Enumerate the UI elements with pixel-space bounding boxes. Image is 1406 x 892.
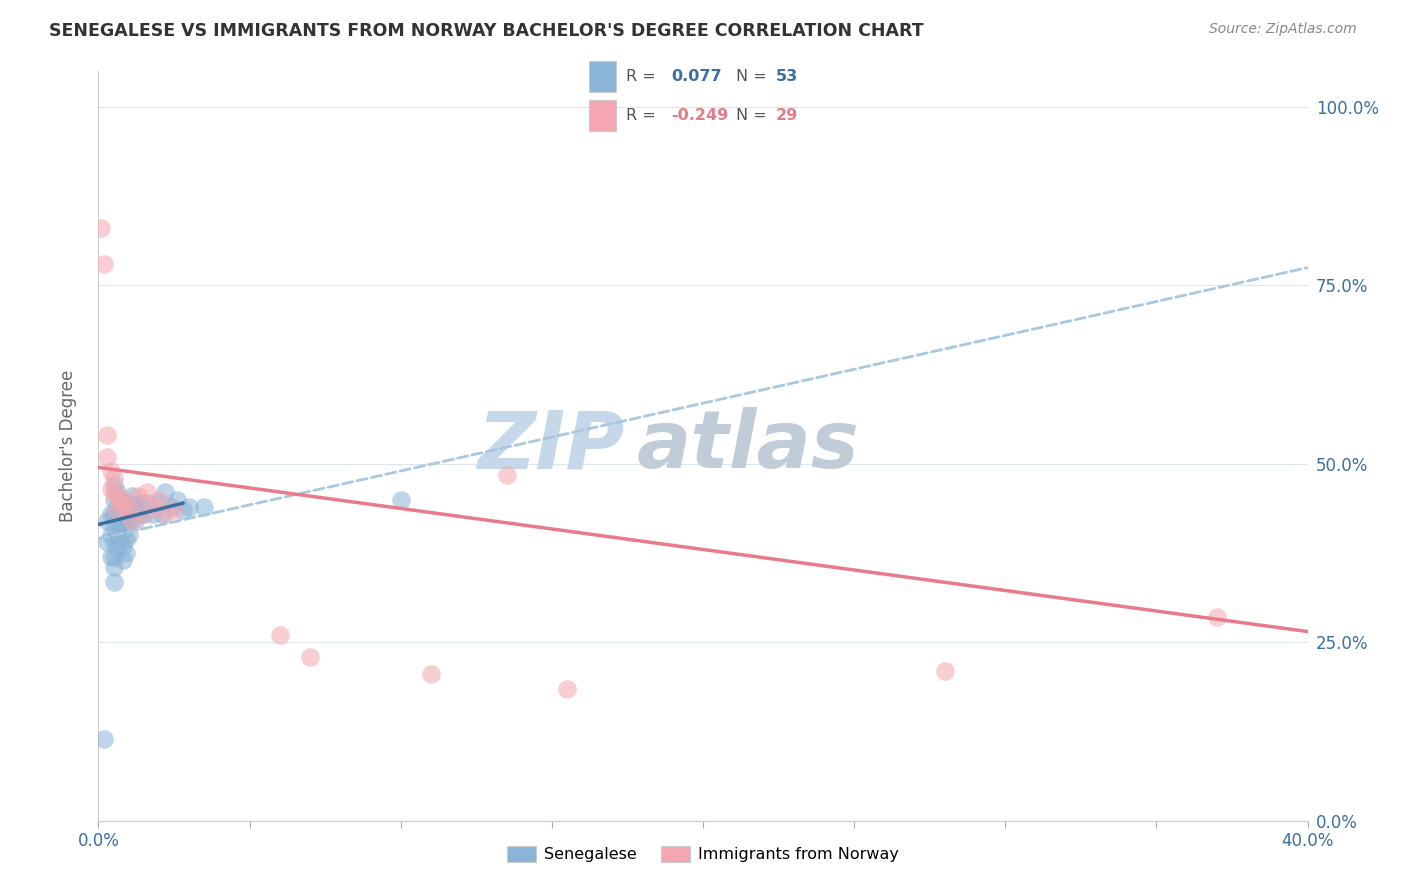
Point bbox=[142, 507, 165, 521]
Point bbox=[127, 489, 149, 503]
Point bbox=[103, 492, 125, 507]
Point bbox=[153, 507, 176, 521]
Point bbox=[96, 450, 118, 464]
Point bbox=[111, 492, 134, 507]
Point bbox=[111, 539, 134, 553]
Point bbox=[114, 503, 136, 517]
Text: ZIP: ZIP bbox=[477, 407, 624, 485]
Point bbox=[121, 489, 143, 503]
Point bbox=[163, 503, 186, 517]
Point bbox=[124, 500, 146, 514]
Text: N =: N = bbox=[735, 69, 772, 84]
Text: 0.077: 0.077 bbox=[671, 69, 721, 84]
Point bbox=[111, 524, 134, 539]
Point bbox=[108, 492, 131, 507]
Point bbox=[111, 500, 134, 514]
Point bbox=[160, 500, 183, 514]
Point bbox=[103, 549, 125, 564]
Point bbox=[100, 507, 122, 521]
Point bbox=[135, 485, 157, 500]
Point bbox=[118, 500, 141, 514]
Y-axis label: Bachelor's Degree: Bachelor's Degree bbox=[59, 370, 77, 522]
Point bbox=[114, 532, 136, 546]
Point bbox=[114, 546, 136, 560]
Point bbox=[179, 500, 201, 514]
Point bbox=[105, 528, 128, 542]
Point bbox=[142, 500, 165, 514]
Point bbox=[121, 514, 143, 528]
Bar bbox=[589, 100, 616, 130]
Point bbox=[118, 514, 141, 528]
Point bbox=[166, 492, 188, 507]
Point bbox=[420, 667, 443, 681]
Point bbox=[193, 500, 215, 514]
Point bbox=[108, 532, 131, 546]
Point bbox=[105, 489, 128, 503]
Point bbox=[108, 507, 131, 521]
Point bbox=[127, 507, 149, 521]
Point bbox=[96, 428, 118, 442]
Point bbox=[111, 514, 134, 528]
Point bbox=[118, 528, 141, 542]
Point bbox=[121, 503, 143, 517]
Point bbox=[108, 517, 131, 532]
Point bbox=[103, 485, 125, 500]
Point bbox=[495, 467, 517, 482]
Text: -0.249: -0.249 bbox=[671, 108, 728, 123]
Text: 53: 53 bbox=[776, 69, 797, 84]
Point bbox=[103, 560, 125, 574]
Text: R =: R = bbox=[626, 108, 661, 123]
Point bbox=[100, 482, 122, 496]
Point bbox=[103, 507, 125, 521]
Text: atlas: atlas bbox=[637, 407, 859, 485]
Point bbox=[389, 492, 412, 507]
Point bbox=[172, 503, 194, 517]
Point bbox=[100, 549, 122, 564]
Point bbox=[148, 496, 170, 510]
Legend: Senegalese, Immigrants from Norway: Senegalese, Immigrants from Norway bbox=[501, 839, 905, 869]
Point bbox=[90, 221, 112, 235]
Bar bbox=[589, 62, 616, 92]
Point bbox=[93, 257, 115, 271]
Point bbox=[114, 507, 136, 521]
Point bbox=[555, 681, 578, 696]
Point bbox=[114, 517, 136, 532]
Point bbox=[1206, 610, 1229, 624]
Point bbox=[124, 514, 146, 528]
Point bbox=[105, 500, 128, 514]
Point bbox=[103, 574, 125, 589]
Point bbox=[148, 492, 170, 507]
Point bbox=[93, 731, 115, 746]
Text: SENEGALESE VS IMMIGRANTS FROM NORWAY BACHELOR'S DEGREE CORRELATION CHART: SENEGALESE VS IMMIGRANTS FROM NORWAY BAC… bbox=[49, 22, 924, 40]
Point bbox=[100, 464, 122, 478]
Point bbox=[105, 503, 128, 517]
Point bbox=[269, 628, 291, 642]
Point bbox=[150, 507, 173, 521]
Point bbox=[132, 507, 155, 521]
Point bbox=[135, 496, 157, 510]
Point bbox=[103, 521, 125, 535]
Point bbox=[100, 528, 122, 542]
Point bbox=[103, 478, 125, 492]
Point bbox=[105, 514, 128, 528]
Point bbox=[132, 507, 155, 521]
Point bbox=[299, 649, 322, 664]
Point bbox=[108, 496, 131, 510]
Point bbox=[103, 471, 125, 485]
Text: 29: 29 bbox=[776, 108, 797, 123]
Text: N =: N = bbox=[735, 108, 772, 123]
Point bbox=[96, 514, 118, 528]
Point bbox=[105, 485, 128, 500]
Point bbox=[129, 496, 152, 510]
Point bbox=[153, 485, 176, 500]
Point bbox=[111, 553, 134, 567]
Point bbox=[96, 535, 118, 549]
Point bbox=[103, 535, 125, 549]
Point bbox=[105, 542, 128, 557]
Point bbox=[934, 664, 956, 678]
Point bbox=[118, 496, 141, 510]
Text: R =: R = bbox=[626, 69, 661, 84]
Text: Source: ZipAtlas.com: Source: ZipAtlas.com bbox=[1209, 22, 1357, 37]
